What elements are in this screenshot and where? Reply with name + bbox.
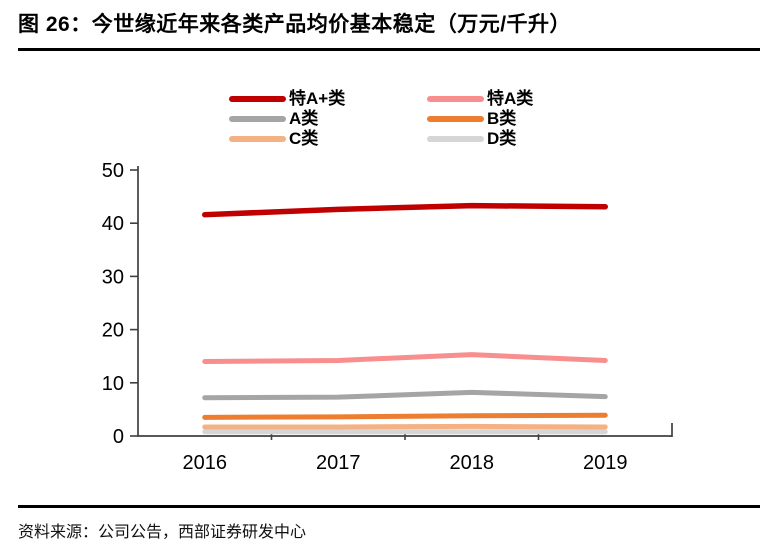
chart-legend: 特A+类 特A类 A类 B类 C类 D类 [229,89,533,149]
legend-item-a: A类 [229,109,427,129]
legend-swatch-c [229,136,286,142]
legend-swatch-d [427,136,484,142]
y-tick-label: 0 [113,426,124,448]
figure-title: 图 26：今世缘近年来各类产品均价基本稳定（万元/千升） [18,13,572,36]
legend-label-te-a-plus: 特A+类 [289,89,346,108]
series-line-4 [202,423,608,430]
legend-item-d: D类 [427,129,533,149]
legend-item-te-a: 特A类 [427,89,533,109]
y-tick-label: 30 [102,266,124,288]
legend-swatch-te-a-plus [229,96,286,102]
x-tick-label: 2017 [316,452,361,474]
x-tick-label: 2018 [450,452,495,474]
x-tick-label: 2019 [583,452,628,474]
legend-label-c: C类 [289,129,319,148]
legend-label-b: B类 [487,109,517,128]
legend-item-c: C类 [229,129,427,149]
series-line-0 [202,202,608,218]
title-underline-rule [18,48,760,51]
footer-rule [18,505,760,508]
legend-item-te-a-plus: 特A+类 [229,89,427,109]
y-tick-label: 50 [102,160,124,182]
legend-label-d: D类 [487,129,517,148]
x-tick-label: 2016 [183,452,228,474]
data-source-note: 资料来源：公司公告，西部证券研发中心 [18,524,307,541]
series-line-1 [202,352,608,365]
legend-item-b: B类 [427,109,533,129]
series-line-2 [202,389,608,401]
legend-label-te-a: 特A类 [487,89,534,108]
legend-label-a: A类 [289,109,319,128]
y-tick-label: 10 [102,373,124,395]
legend-swatch-b [427,116,484,122]
legend-swatch-a [229,116,286,122]
series-line-3 [202,412,608,420]
y-tick-label: 20 [102,320,124,342]
legend-swatch-te-a [427,96,484,102]
y-tick-label: 40 [102,213,124,235]
